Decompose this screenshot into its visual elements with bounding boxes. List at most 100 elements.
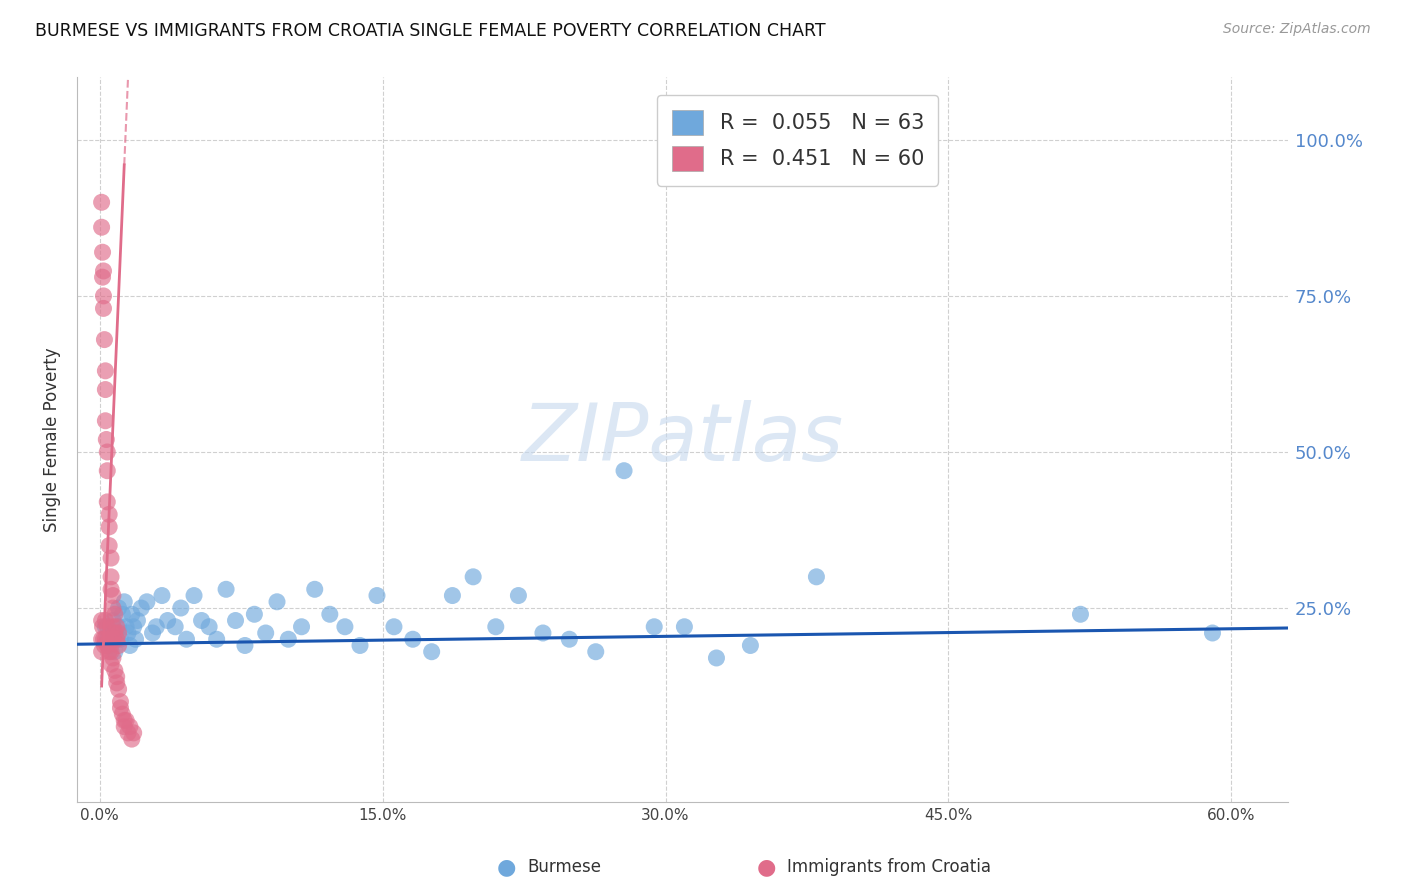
Point	[94, 614, 117, 628]
Point	[402, 632, 425, 647]
Point	[93, 264, 115, 278]
Text: Source: ZipAtlas.com: Source: ZipAtlas.com	[1223, 22, 1371, 37]
Text: ●: ●	[496, 857, 516, 877]
Point	[90, 632, 112, 647]
Point	[112, 714, 135, 728]
Point	[90, 195, 112, 210]
Point	[98, 632, 121, 647]
Point	[643, 620, 665, 634]
Point	[135, 595, 157, 609]
Point	[98, 508, 121, 522]
Point	[91, 270, 114, 285]
Point	[349, 639, 371, 653]
Point	[101, 614, 124, 628]
Point	[129, 601, 152, 615]
Point	[96, 639, 118, 653]
Point	[101, 632, 124, 647]
Point	[198, 620, 221, 634]
Point	[508, 589, 530, 603]
Point	[104, 664, 127, 678]
Point	[118, 639, 141, 653]
Point	[94, 364, 117, 378]
Point	[441, 589, 464, 603]
Point	[277, 632, 299, 647]
Point	[215, 582, 238, 597]
Point	[243, 607, 266, 622]
Point	[107, 682, 129, 697]
Point	[110, 695, 132, 709]
Point	[304, 582, 326, 597]
Point	[101, 589, 124, 603]
Point	[100, 582, 122, 597]
Point	[205, 632, 228, 647]
Point	[225, 614, 247, 628]
Point	[463, 570, 485, 584]
Point	[145, 620, 167, 634]
Legend: R =  0.055   N = 63, R =  0.451   N = 60: R = 0.055 N = 63, R = 0.451 N = 60	[657, 95, 938, 186]
Point	[150, 589, 173, 603]
Point	[266, 595, 288, 609]
Point	[127, 614, 149, 628]
Point	[93, 301, 115, 316]
Point	[1201, 626, 1223, 640]
Point	[107, 626, 129, 640]
Point	[112, 720, 135, 734]
Point	[98, 520, 121, 534]
Point	[96, 495, 118, 509]
Point	[105, 676, 128, 690]
Text: Burmese: Burmese	[527, 858, 602, 876]
Point	[96, 433, 118, 447]
Point	[90, 614, 112, 628]
Point	[94, 414, 117, 428]
Point	[96, 445, 118, 459]
Point	[111, 707, 134, 722]
Point	[420, 645, 443, 659]
Point	[104, 607, 127, 622]
Point	[111, 607, 134, 622]
Point	[122, 726, 145, 740]
Text: ZIPatlas: ZIPatlas	[522, 401, 844, 478]
Point	[93, 333, 115, 347]
Point	[100, 570, 122, 584]
Point	[1069, 607, 1091, 622]
Point	[673, 620, 696, 634]
Point	[98, 626, 121, 640]
Point	[382, 620, 405, 634]
Point	[806, 570, 828, 584]
Point	[115, 620, 138, 634]
Point	[115, 714, 138, 728]
Point	[117, 726, 139, 740]
Point	[170, 601, 193, 615]
Point	[319, 607, 342, 622]
Point	[190, 614, 212, 628]
Point	[96, 632, 118, 647]
Point	[165, 620, 187, 634]
Point	[105, 632, 128, 647]
Y-axis label: Single Female Poverty: Single Female Poverty	[44, 347, 60, 532]
Point	[254, 626, 277, 640]
Point	[183, 589, 205, 603]
Point	[96, 620, 118, 634]
Point	[121, 607, 143, 622]
Point	[531, 626, 554, 640]
Point	[100, 645, 122, 659]
Point	[101, 651, 124, 665]
Point	[107, 639, 129, 653]
Point	[233, 639, 256, 653]
Text: ●: ●	[756, 857, 776, 877]
Point	[290, 620, 312, 634]
Point	[121, 732, 143, 747]
Point	[176, 632, 198, 647]
Point	[141, 626, 163, 640]
Point	[107, 620, 129, 634]
Point	[110, 632, 132, 647]
Point	[94, 632, 117, 647]
Point	[94, 383, 117, 397]
Point	[105, 632, 128, 647]
Point	[558, 632, 581, 647]
Point	[104, 626, 127, 640]
Point	[156, 614, 179, 628]
Point	[91, 245, 114, 260]
Point	[366, 589, 388, 603]
Point	[104, 645, 127, 659]
